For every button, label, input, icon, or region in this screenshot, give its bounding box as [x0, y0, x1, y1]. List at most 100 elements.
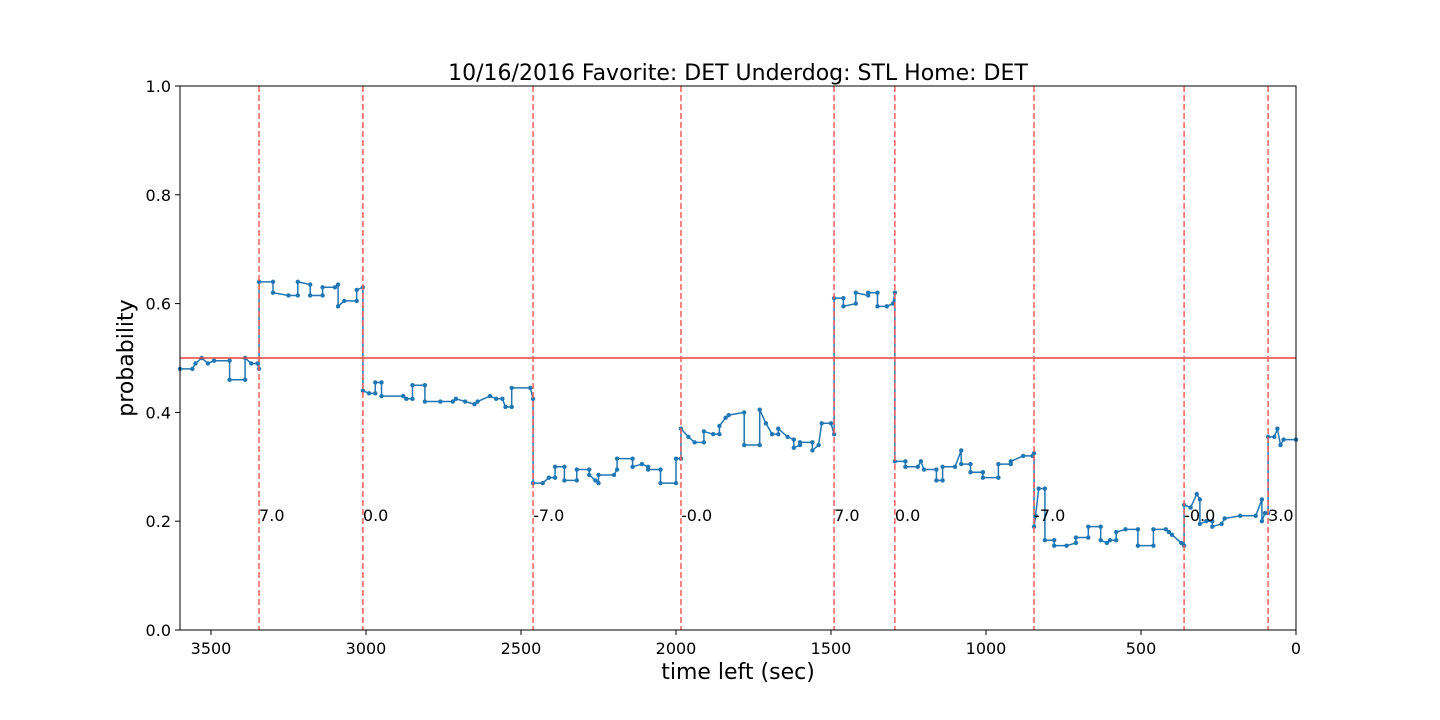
data-point — [841, 304, 846, 309]
data-point — [828, 421, 834, 426]
data-point — [596, 480, 601, 486]
data-point — [503, 404, 508, 410]
data-point — [308, 293, 313, 298]
data-point — [903, 464, 908, 469]
data-point — [757, 407, 762, 412]
data-point — [494, 396, 499, 401]
data-point — [242, 377, 248, 382]
chart-title: 10/16/2016 Favorite: DET Underdog: STL H… — [448, 61, 1028, 86]
data-point — [769, 431, 775, 437]
data-point — [342, 298, 347, 304]
data-point — [630, 456, 635, 461]
data-point — [270, 279, 276, 285]
data-point — [509, 385, 514, 391]
data-point — [1179, 540, 1184, 546]
data-point — [875, 304, 880, 309]
data-point — [1073, 535, 1079, 540]
y-tick-label: 0.0 — [146, 621, 171, 640]
data-point — [1265, 434, 1271, 440]
event-label: -7.0 — [1034, 506, 1065, 525]
data-point — [892, 290, 898, 295]
data-point — [701, 440, 707, 445]
event-label: 0.0 — [363, 506, 388, 525]
data-point — [726, 412, 731, 418]
data-point — [1169, 532, 1175, 537]
data-point — [546, 475, 552, 480]
data-point — [1151, 527, 1156, 532]
data-point — [918, 459, 924, 464]
data-point — [810, 440, 815, 445]
data-point — [1197, 521, 1203, 527]
data-point — [360, 388, 366, 393]
data-point — [692, 440, 697, 445]
data-point — [1278, 442, 1283, 448]
data-point — [717, 431, 722, 437]
data-point — [1114, 538, 1119, 543]
event-label: 0.0 — [895, 506, 920, 525]
data-point — [373, 391, 378, 396]
data-point — [472, 402, 477, 407]
data-point — [763, 421, 769, 426]
data-point — [379, 393, 384, 399]
data-point — [295, 293, 300, 298]
data-line — [180, 280, 1296, 548]
data-point — [450, 399, 455, 404]
data-point — [530, 396, 536, 401]
data-point — [205, 361, 211, 366]
data-point — [249, 361, 254, 366]
data-point — [959, 461, 964, 467]
data-point — [1114, 529, 1119, 535]
data-point — [1123, 527, 1128, 532]
data-point — [1163, 527, 1169, 532]
data-point — [968, 470, 973, 475]
data-point — [1098, 538, 1103, 543]
x-axis-label: time left (sec) — [661, 660, 815, 685]
y-tick-label: 0.8 — [146, 186, 171, 205]
data-point — [611, 472, 617, 478]
data-point — [1073, 540, 1079, 546]
data-point — [1188, 505, 1193, 510]
data-point — [1008, 459, 1013, 464]
data-point — [190, 366, 195, 372]
data-point — [903, 459, 908, 464]
data-point — [422, 399, 428, 404]
data-point — [562, 478, 567, 483]
data-point — [785, 434, 790, 440]
data-point — [1135, 527, 1141, 532]
data-point — [1259, 497, 1265, 502]
data-point — [797, 440, 803, 445]
data-point — [1253, 513, 1258, 518]
data-point — [596, 472, 601, 478]
data-point — [934, 478, 939, 483]
data-point — [915, 464, 920, 469]
data-point — [1203, 519, 1209, 524]
data-point — [509, 404, 514, 410]
y-tick-label: 1.0 — [146, 77, 171, 96]
event-label: 3.0 — [1268, 506, 1293, 525]
data-point — [410, 383, 415, 388]
data-point — [552, 475, 558, 480]
data-point — [940, 464, 945, 469]
data-point — [574, 478, 579, 483]
data-point — [921, 467, 927, 472]
x-tick-label: 0 — [1291, 639, 1301, 658]
data-point — [227, 358, 232, 363]
data-point — [1086, 535, 1091, 540]
y-tick-label: 0.4 — [146, 403, 171, 422]
data-point — [1031, 451, 1037, 456]
x-tick-label: 2000 — [656, 639, 697, 658]
data-point — [256, 279, 262, 285]
data-point — [422, 383, 428, 388]
data-point — [587, 472, 592, 478]
data-point — [1036, 486, 1041, 491]
data-point — [810, 448, 815, 453]
data-point — [1135, 543, 1141, 548]
data-point — [639, 461, 645, 467]
data-point — [1098, 524, 1103, 529]
data-point — [401, 393, 406, 399]
data-point — [996, 475, 1001, 480]
data-point — [757, 442, 762, 448]
data-point — [211, 358, 217, 363]
data-point — [723, 415, 728, 421]
